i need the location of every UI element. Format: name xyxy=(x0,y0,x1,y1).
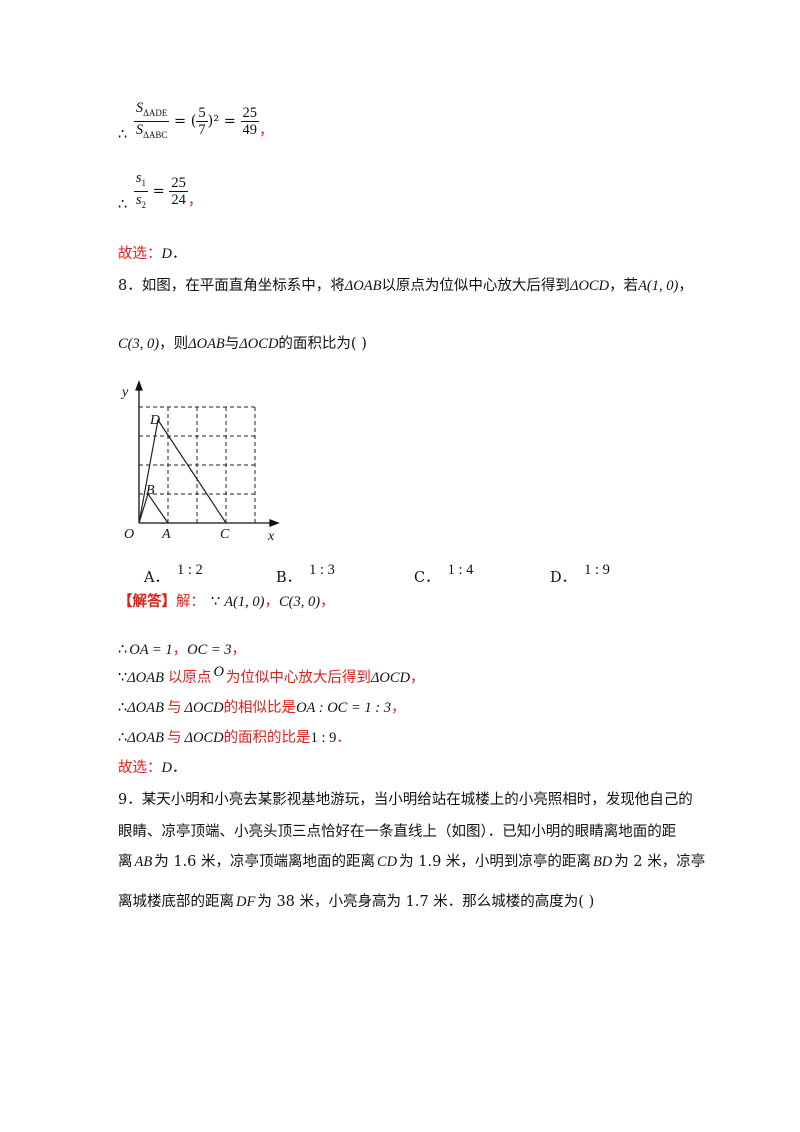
s-ratio-fraction: s1 s2 xyxy=(133,170,148,210)
label-B: B xyxy=(146,483,155,498)
label-D: D xyxy=(149,413,160,428)
sol7-fraction-line-2: ∴ s1 s2 = 25 24 ， xyxy=(118,170,203,214)
triangles xyxy=(138,418,227,524)
area-ratio-fraction: SΔADE SΔABC xyxy=(133,100,170,140)
sol8-line-2: ∴ OA = 1，OC = 3， xyxy=(118,642,247,658)
option-a[interactable]: A． 1 : 2 xyxy=(144,562,203,586)
q9-line-2: 眼睛、凉亭顶端、小亮头顶三点恰好在一条直线上（如图）．已知小明的眼睛离地面的距 xyxy=(118,824,677,840)
axes xyxy=(135,380,280,527)
dashed-grid xyxy=(139,406,256,523)
coordinate-figure: y x O A B C D xyxy=(120,380,280,544)
sol8-line-5: ∴ΔOAB 与 ΔOCD的面积的比是1 : 9． xyxy=(118,730,351,746)
sol8-choice: 故选：D． xyxy=(118,760,187,776)
result-fraction: 25 49 xyxy=(240,104,260,138)
option-d[interactable]: D． 1 : 9 xyxy=(550,562,610,586)
q9-line-3: 离 AB 为 1.6 米，凉亭顶端离地面的距离 CD 为 1.9 米，小明到凉亭的距离 B… xyxy=(118,854,706,870)
sol8-line-3: ∵ΔOAB 以原点 O 为位似中心放大后得到ΔOCD， xyxy=(118,664,425,686)
answer-tag: 【解答】 xyxy=(118,593,176,610)
sol7-fraction-line-1: ∴ SΔADE SΔABC = ( 5 7 )² = 25 49 ， xyxy=(118,100,274,144)
y-axis-label: y xyxy=(120,385,129,400)
q8-stem-line-2: C(3, 0)，则ΔOAB与ΔOCD的面积比为( ) xyxy=(118,336,367,352)
x-axis-label: x xyxy=(267,529,275,544)
sol8-line-4: ∴ΔOAB 与 ΔOCD的相似比是OA : OC = 1 : 3， xyxy=(118,700,406,716)
ratio-fraction: 5 7 xyxy=(196,104,208,138)
q9-line-1: 9．某天小明和小亮去某影视基地游玩，当小明给站在城楼上的小亮照相时，发现他自己的 xyxy=(118,792,693,808)
sol8-line-1: 【解答】解： ∵ A(1, 0)，C(3, 0)， xyxy=(118,593,335,610)
q8-stem-line-1: 8．如图，在平面直角坐标系中，将ΔOAB以原点为位似中心放大后得到ΔOCD，若A… xyxy=(118,278,693,294)
sol7-choice: 故选：D． xyxy=(118,246,187,262)
label-O: O xyxy=(124,527,134,542)
option-b[interactable]: B． 1 : 3 xyxy=(276,562,335,586)
s-result-fraction: 25 24 xyxy=(169,174,188,208)
q9-line-4: 离城楼底部的距离 DF 为 38 米，小亮身高为 1.7 米．那么城楼的高度为( ) xyxy=(118,894,595,910)
option-c[interactable]: C． 1 : 4 xyxy=(414,562,474,586)
label-C: C xyxy=(220,527,230,542)
therefore-symbol: ∴ xyxy=(118,127,128,144)
label-A: A xyxy=(161,527,171,542)
